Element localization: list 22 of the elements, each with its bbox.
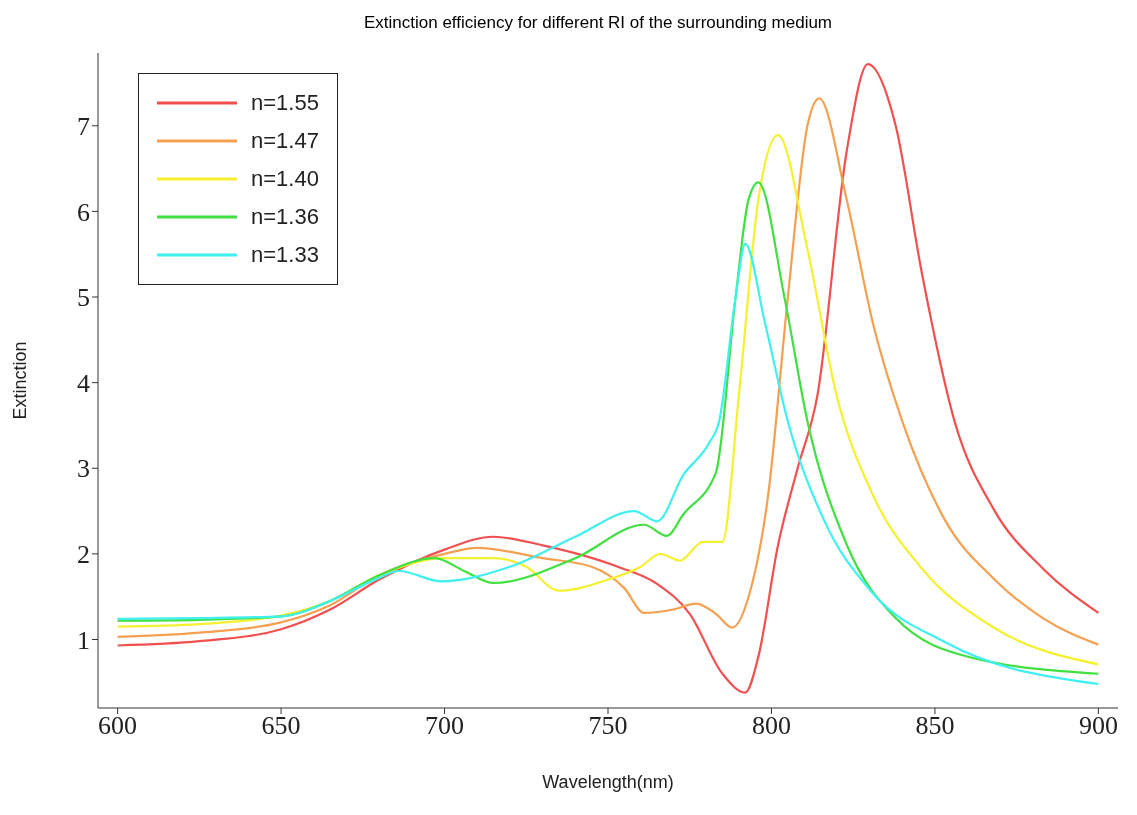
- x-tick-label: 600: [98, 711, 138, 741]
- y-tick-label: 5: [77, 283, 90, 313]
- x-tick-label: 900: [1078, 711, 1118, 741]
- legend-label: n=1.47: [251, 128, 319, 154]
- legend-label: n=1.33: [251, 242, 319, 268]
- x-tick-label: 750: [588, 711, 628, 741]
- x-axis-title: Wavelength(nm): [542, 772, 674, 792]
- legend-label: n=1.40: [251, 166, 319, 192]
- y-tick-label: 6: [77, 197, 90, 227]
- x-tick-label: 850: [915, 711, 955, 741]
- x-tick-label: 650: [261, 711, 301, 741]
- chart-title: Extinction efficiency for different RI of the surrounding medium: [362, 12, 834, 34]
- legend-label: n=1.36: [251, 204, 319, 230]
- y-tick-label: 3: [77, 454, 90, 484]
- y-tick-label: 7: [77, 112, 90, 142]
- legend-label: n=1.55: [251, 90, 319, 116]
- y-tick-label: 2: [77, 540, 90, 570]
- y-tick-label: 1: [77, 625, 90, 655]
- x-tick-label: 800: [751, 711, 791, 741]
- y-axis-title: Extinction: [10, 341, 31, 420]
- x-tick-label: 700: [425, 711, 465, 741]
- y-tick-label: 4: [77, 368, 90, 398]
